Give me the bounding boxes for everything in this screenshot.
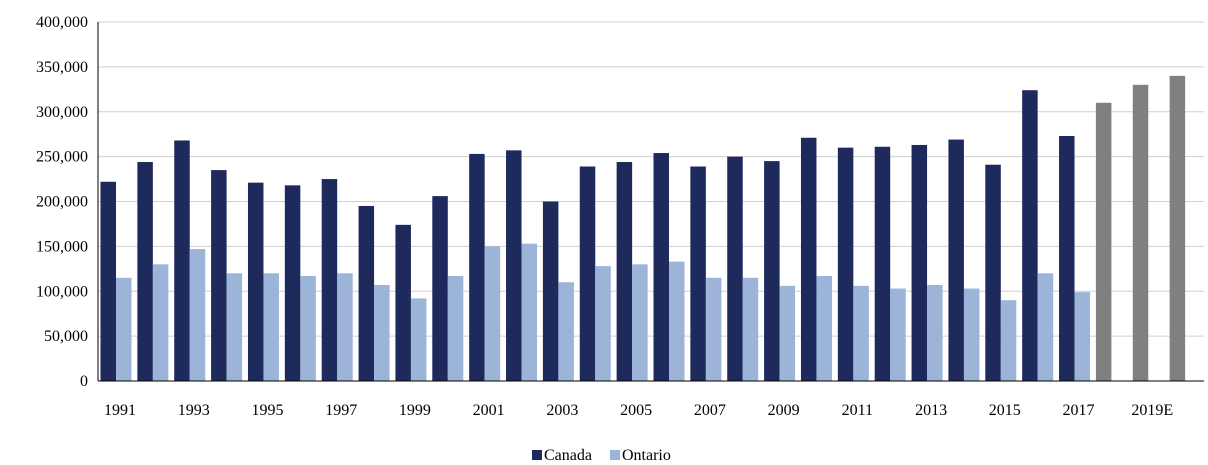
bar-ontario: [300, 275, 316, 381]
legend-label-ontario: Ontario: [622, 447, 671, 464]
bar-canada: [911, 144, 928, 381]
x-tick-label: 2001: [473, 402, 505, 419]
bar-ontario: [558, 282, 574, 381]
bar-ontario: [890, 288, 906, 381]
x-tick-label: 2011: [842, 402, 873, 419]
bar-canada: [469, 153, 485, 381]
y-tick-label: 350,000: [36, 59, 88, 76]
bar-ontario: [189, 249, 206, 381]
y-tick-label: 0: [80, 373, 88, 390]
x-tick-label: 1995: [251, 402, 283, 419]
bar-ontario: [705, 277, 722, 381]
bar-ontario: [410, 298, 427, 381]
bar-canada: [579, 166, 596, 381]
bar-canada: [432, 196, 448, 381]
bar-estimate: [1095, 102, 1112, 382]
bar-canada: [985, 164, 1001, 381]
x-tick-label: 1993: [178, 402, 210, 419]
bar-estimate: [1169, 75, 1186, 381]
x-tick-label: 2015: [989, 402, 1021, 419]
bar-canada: [616, 162, 633, 381]
bar-ontario: [816, 275, 832, 381]
legend-swatch-canada: [532, 450, 542, 460]
bar-canada: [874, 146, 891, 381]
bar-ontario: [595, 266, 611, 381]
bar-canada: [358, 205, 375, 381]
bar-ontario: [484, 246, 501, 381]
y-tick-label: 100,000: [36, 283, 88, 300]
bar-ontario: [1000, 300, 1017, 381]
bar-ontario: [226, 273, 243, 381]
bar-canada: [211, 170, 227, 381]
x-tick-label: 2019E: [1131, 402, 1173, 419]
y-tick-label: 200,000: [36, 194, 88, 211]
x-tick-label: 2003: [546, 402, 578, 419]
bar-canada: [542, 201, 559, 381]
x-tick-label: 2005: [620, 402, 652, 419]
y-tick-label: 400,000: [36, 14, 88, 31]
legend-label-canada: Canada: [544, 447, 592, 464]
bar-ontario: [853, 285, 869, 381]
x-tick-label: 2007: [694, 402, 726, 419]
bar-ontario: [927, 284, 943, 381]
bar-ontario: [1037, 273, 1054, 381]
bar-canada: [948, 139, 964, 381]
bar-canada: [653, 153, 669, 381]
y-tick-labels: 0 50,000 100,000 150,000 200,000 250,000 300,0…: [36, 14, 88, 390]
y-tick-label: 50,000: [44, 328, 88, 345]
x-tick-label: 1999: [399, 402, 431, 419]
bar-ontario: [1074, 292, 1091, 381]
legend-swatch-ontario: [610, 450, 620, 460]
bar-ontario: [963, 288, 980, 381]
bar-canada: [727, 156, 743, 381]
gridlines: [98, 21, 1204, 337]
bar-estimate: [1132, 84, 1149, 381]
bar-ontario: [152, 264, 169, 381]
bar-ontario: [779, 285, 796, 381]
bar-canada: [1022, 90, 1038, 382]
bar-ontario: [447, 275, 464, 381]
bar-canada: [247, 182, 264, 381]
bar-canada: [100, 181, 116, 381]
x-tick-label: 1991: [104, 402, 136, 419]
bar-canada: [137, 162, 153, 381]
bar-canada: [395, 224, 411, 381]
bar-canada: [764, 161, 780, 381]
bar-ontario: [669, 261, 685, 381]
bar-canada: [800, 137, 817, 381]
y-tick-label: 250,000: [36, 149, 88, 166]
bar-ontario: [374, 284, 390, 381]
bar-canada: [506, 150, 522, 381]
bar-canada: [321, 179, 338, 381]
x-tick-label: 2017: [1063, 402, 1095, 419]
bar-ontario: [263, 273, 279, 381]
bar-canada: [837, 147, 854, 381]
bar-ontario: [116, 277, 132, 381]
bar-ontario: [521, 243, 538, 381]
bar-ontario: [742, 277, 759, 381]
x-tick-label: 1997: [325, 402, 357, 419]
bars: [100, 75, 1186, 382]
bar-ontario: [632, 264, 648, 381]
bar-ontario: [337, 273, 353, 381]
bar-canada: [284, 185, 301, 381]
axes: [97, 22, 1204, 382]
y-tick-label: 300,000: [36, 104, 88, 121]
bar-canada: [174, 140, 190, 381]
bar-canada: [690, 166, 706, 381]
x-tick-labels: 1991 1993 1995 1997 1999 2001 2003 2005 2007 2009…: [104, 402, 1173, 419]
legend: Canada Ontario: [532, 447, 671, 464]
bar-canada: [1059, 135, 1075, 381]
y-tick-label: 150,000: [36, 238, 88, 255]
x-tick-label: 2009: [768, 402, 800, 419]
x-tick-label: 2013: [915, 402, 947, 419]
